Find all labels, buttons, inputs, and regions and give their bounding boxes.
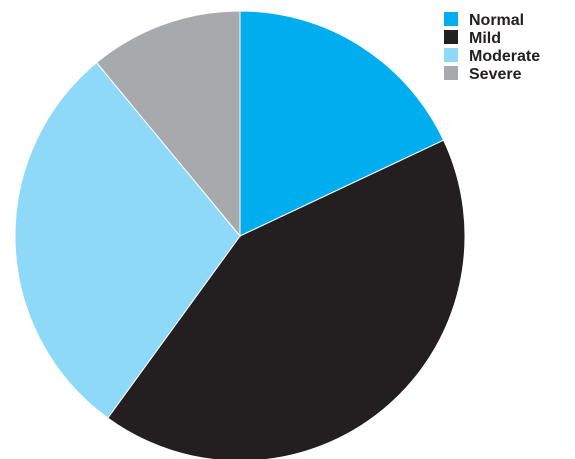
legend-swatch-moderate <box>444 48 458 62</box>
legend-label-moderate: Moderate <box>469 48 540 65</box>
pie-slice-mild <box>107 139 466 459</box>
legend-label-mild: Mild <box>469 30 501 47</box>
pie-slice-moderate <box>14 61 241 419</box>
pie-slice-normal <box>239 10 445 237</box>
legend-swatch-normal <box>444 12 458 26</box>
pie-slice-severe <box>95 10 241 238</box>
legend-label-severe: Severe <box>469 66 522 83</box>
pie-slices <box>14 10 466 459</box>
legend-label-normal: Normal <box>469 12 524 29</box>
legend-swatch-severe <box>444 66 458 80</box>
legend-swatch-mild <box>444 30 458 44</box>
